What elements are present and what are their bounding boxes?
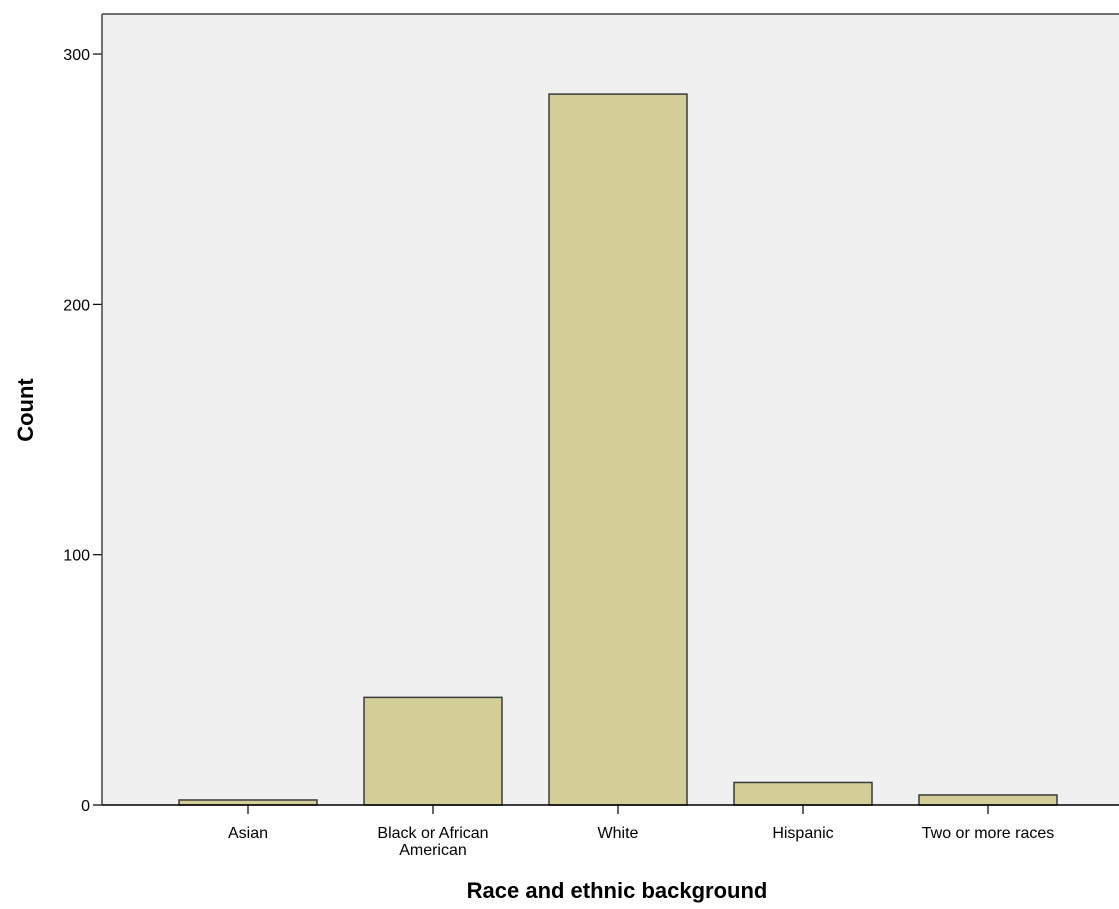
bars-group <box>178 93 1058 806</box>
x-tick-label-2-0: White <box>598 825 639 842</box>
x-tick-label-1-0: Black or African <box>377 825 488 842</box>
plot-frame <box>101 13 1119 806</box>
y-tick-label-3: 300 <box>63 47 90 64</box>
x-tick-label-4-0: Two or more races <box>922 825 1054 842</box>
y-tick-label-1: 100 <box>63 548 90 565</box>
bar-0 <box>178 799 318 806</box>
y-tick-label-0: 0 <box>81 798 90 815</box>
bar-3 <box>733 781 873 806</box>
y-axis-title: Count <box>13 378 38 442</box>
x-axis-title: Race and ethnic background <box>467 878 768 903</box>
bar-1 <box>363 696 503 806</box>
x-tick-label-3-0: Hispanic <box>772 825 833 842</box>
y-axis: 0 100 200 300 <box>63 47 102 815</box>
y-tick-label-2: 200 <box>63 297 90 314</box>
bar-4 <box>918 794 1058 806</box>
x-tick-label-1-1: American <box>399 842 467 859</box>
bar-2 <box>548 93 688 806</box>
x-tick-label-0-0: Asian <box>228 825 268 842</box>
